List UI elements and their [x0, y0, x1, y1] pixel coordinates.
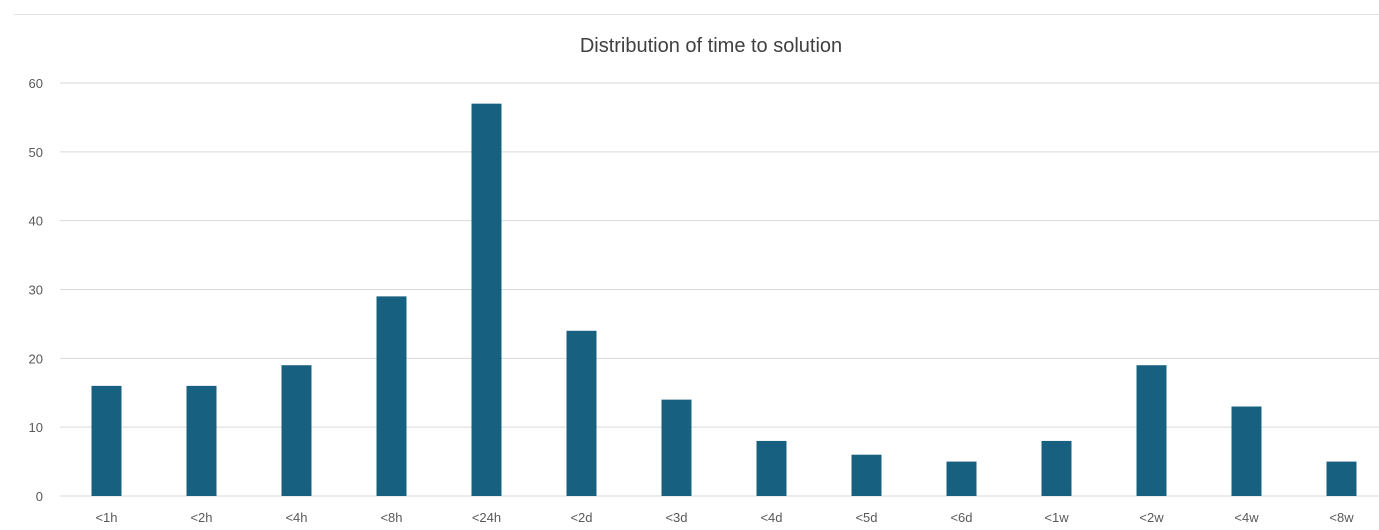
y-tick-label: 60: [29, 76, 43, 91]
y-tick-label: 50: [29, 145, 43, 160]
x-tick-label: <4w: [1234, 510, 1259, 525]
bar-8: [851, 454, 882, 496]
y-tick-label: 40: [29, 214, 43, 229]
gridlines: [60, 82, 1379, 497]
y-axis-tick-labels: 0 10 20 30 40 50 60: [29, 76, 43, 504]
y-tick-label: 20: [29, 351, 43, 366]
x-tick-label: <6d: [950, 510, 972, 525]
bar-13: [1326, 461, 1357, 496]
y-tick-label: 30: [29, 283, 43, 298]
x-tick-label: <4d: [760, 510, 782, 525]
bar-6: [661, 399, 692, 496]
y-tick-label: 10: [29, 420, 43, 435]
bar-1: [186, 385, 217, 496]
bar-0: [91, 385, 122, 496]
x-axis-tick-labels: <1h <2h <4h <8h <24h <2d <3d <4d <5d <6d <1w <2w <4w…: [95, 510, 1354, 525]
bar-9: [946, 461, 977, 496]
bar-4: [471, 103, 502, 497]
x-tick-label: <4h: [285, 510, 307, 525]
y-tick-label: 0: [36, 489, 43, 504]
bar-11: [1136, 365, 1167, 496]
x-tick-label: <2h: [190, 510, 212, 525]
chart-title: Distribution of time to solution: [580, 35, 842, 57]
chart-top-border: [14, 14, 1379, 15]
x-tick-label: <1h: [95, 510, 117, 525]
x-tick-label: <5d: [855, 510, 877, 525]
x-tick-label: <2d: [570, 510, 592, 525]
bar-3: [376, 296, 407, 496]
x-tick-label: <1w: [1044, 510, 1069, 525]
x-tick-label: <8h: [380, 510, 402, 525]
x-tick-label: <2w: [1139, 510, 1164, 525]
bars: [91, 103, 1357, 497]
x-tick-label: <3d: [665, 510, 687, 525]
x-tick-label: <24h: [472, 510, 501, 525]
bar-2: [281, 365, 312, 496]
bar-5: [566, 330, 597, 496]
bar-12: [1231, 406, 1262, 496]
bar-10: [1041, 440, 1072, 496]
bar-7: [756, 440, 787, 496]
x-tick-label: <8w: [1329, 510, 1354, 525]
